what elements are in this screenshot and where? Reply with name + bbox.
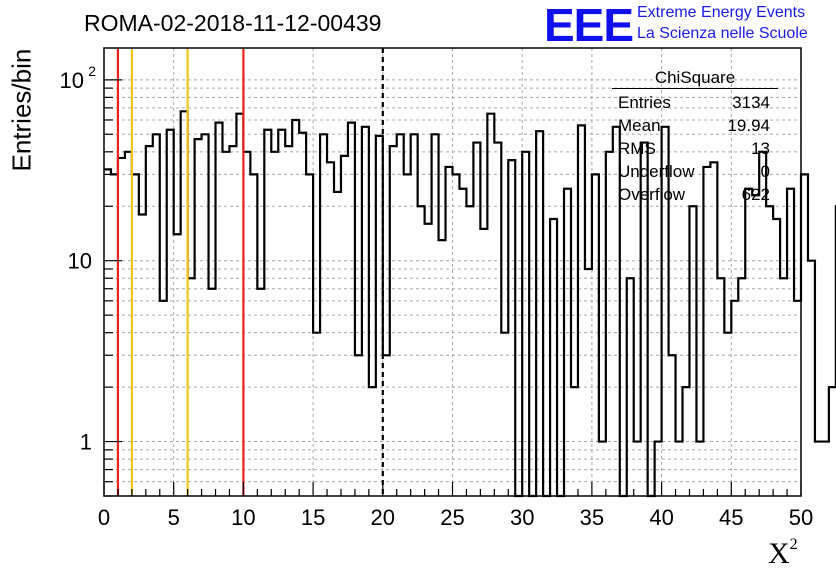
x-tick-label: 10	[231, 505, 255, 530]
y-tick-label: 1	[80, 430, 92, 455]
stats-value: 622	[741, 185, 770, 204]
stats-label: Mean	[618, 116, 661, 135]
run-title: ROMA-02-2018-11-12-00439	[84, 10, 382, 36]
stats-value: 0	[760, 162, 770, 181]
x-tick-label: 45	[719, 505, 743, 530]
stats-label: RMS	[618, 139, 656, 158]
axis-ticks	[103, 79, 802, 497]
y-tick-label-exponent: 2	[88, 63, 96, 79]
x-axis-label-exponent: 2	[789, 536, 798, 553]
x-axis-label-base: X	[768, 537, 790, 570]
stats-value: 19.94	[727, 116, 770, 135]
x-tick-label: 25	[440, 505, 464, 530]
x-tick-label: 15	[301, 505, 325, 530]
eee-logo: EEE	[544, 0, 634, 51]
stats-label: Overflow	[618, 185, 686, 204]
x-tick-label: 30	[510, 505, 534, 530]
stats-value: 3134	[732, 93, 770, 112]
stats-row-entries: Entries 3134	[612, 91, 778, 114]
y-tick-label: 10	[60, 68, 84, 93]
x-axis-label: X2	[768, 536, 798, 571]
x-tick-label: 20	[371, 505, 395, 530]
grid-lines	[104, 48, 801, 496]
stats-label: Underflow	[618, 162, 695, 181]
y-tick-label: 10	[68, 249, 92, 274]
stats-row-rms: RMS 13	[612, 137, 778, 160]
x-tick-label: 40	[649, 505, 673, 530]
stats-title: ChiSquare	[612, 68, 778, 89]
x-tick-label: 5	[168, 505, 180, 530]
reference-lines	[116, 48, 384, 496]
x-tick-label: 35	[580, 505, 604, 530]
stats-label: Entries	[618, 93, 671, 112]
stats-row-underflow: Underflow 0	[612, 160, 778, 183]
x-tick-label: 0	[98, 505, 110, 530]
stats-value: 13	[751, 139, 770, 158]
logo-line-1: Extreme Energy Events	[637, 4, 806, 21]
stats-row-overflow: Overflow 622	[612, 183, 778, 206]
stats-box: ChiSquare Entries 3134 Mean 19.94 RMS 13…	[612, 68, 778, 206]
x-tick-label: 50	[789, 505, 813, 530]
y-axis-label: Entries/bin	[6, 48, 37, 172]
stats-row-mean: Mean 19.94	[612, 114, 778, 137]
logo-line-2: La Scienza nelle Scuole	[637, 25, 808, 42]
